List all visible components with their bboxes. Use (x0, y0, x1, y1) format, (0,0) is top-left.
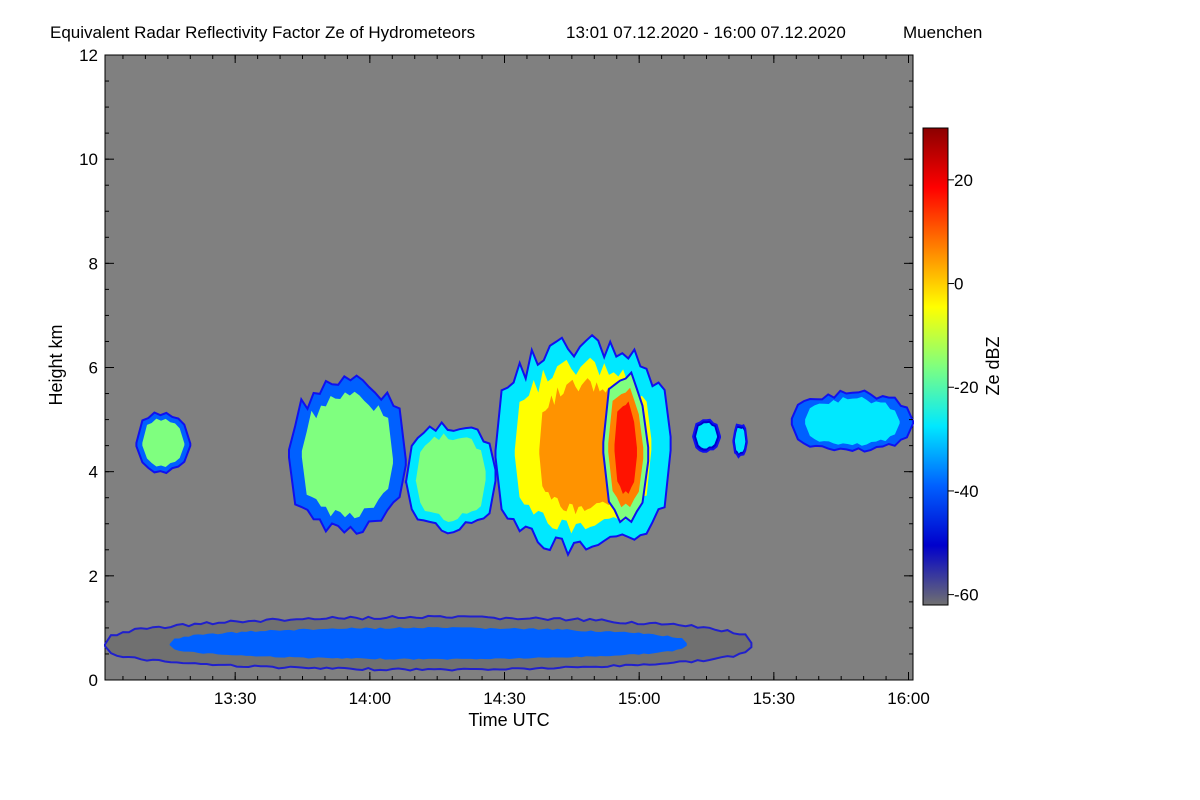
x-axis: 13:30 14:00 14:30 15:00 15:30 16:00 (122, 55, 930, 708)
y-tick-label: 2 (89, 567, 98, 586)
chart-title: Equivalent Radar Reflectivity Factor Ze … (50, 23, 475, 42)
y-tick-label: 4 (89, 463, 98, 482)
echo-region-core (142, 418, 185, 468)
x-tick-label: 16:00 (887, 689, 930, 708)
x-tick-label: 15:30 (753, 689, 796, 708)
y-tick-label: 6 (89, 359, 98, 378)
x-tick-label: 14:30 (483, 689, 526, 708)
y-tick-label: 10 (79, 150, 98, 169)
y-tick-label: 8 (89, 254, 98, 273)
x-tick-label: 15:00 (618, 689, 661, 708)
echo-region-core (415, 433, 486, 523)
colorbar-tick-label: -40 (954, 482, 979, 501)
x-tick-label: 13:30 (214, 689, 257, 708)
chart-period: 13:01 07.12.2020 - 16:00 07.12.2020 (566, 23, 846, 42)
colorbar-tick-label: -20 (954, 378, 979, 397)
echo-region-core (695, 422, 718, 449)
x-axis-title: Time UTC (468, 710, 549, 730)
chart-location: Muenchen (903, 23, 982, 42)
y-tick-label: 12 (79, 46, 98, 65)
echo-layer (104, 333, 914, 672)
colorbar-strip (922, 127, 949, 606)
colorbar-tick-label: -60 (954, 586, 979, 605)
echo-region-core (734, 427, 746, 454)
colorbar: 20 0 -20 -40 -60 (922, 127, 979, 606)
y-axis: 0 2 4 6 8 10 12 (79, 46, 913, 690)
y-axis-title: Height km (46, 324, 66, 405)
echo-region-peak (614, 401, 637, 494)
echo-region-core (301, 391, 393, 519)
plot-area (104, 54, 914, 681)
colorbar-tick-label: 20 (954, 171, 973, 190)
echo-region-core (805, 396, 900, 446)
x-tick-label: 14:00 (349, 689, 392, 708)
echo-region-core (169, 626, 687, 660)
colorbar-tick-label: 0 (954, 275, 963, 294)
y-tick-label: 0 (89, 671, 98, 690)
echo-region-peak (539, 378, 627, 515)
colorbar-label: Ze dBZ (983, 336, 1003, 395)
